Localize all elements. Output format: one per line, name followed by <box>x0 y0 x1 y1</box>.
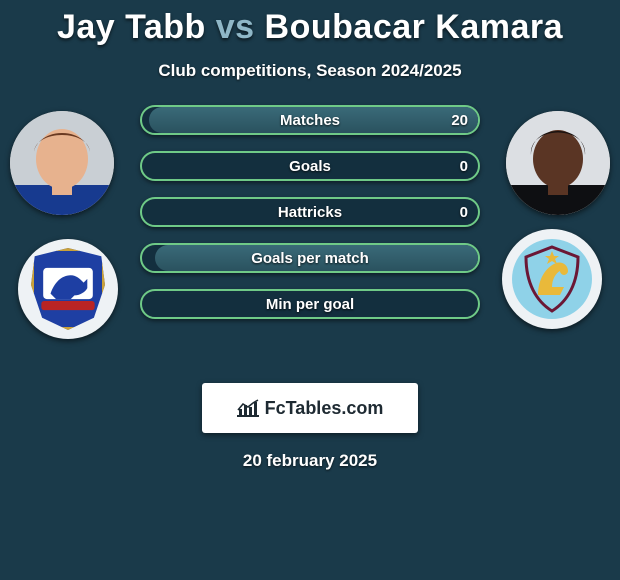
vs-text: vs <box>216 8 255 46</box>
brand-text: FcTables.com <box>265 398 384 419</box>
stat-bar: Matches20 <box>140 105 480 135</box>
stat-bars: Matches20Goals0Hattricks0Goals per match… <box>140 105 480 319</box>
aston-villa-crest-icon <box>512 239 592 319</box>
subtitle: Club competitions, Season 2024/2025 <box>0 61 620 81</box>
stat-bar: Hattricks0 <box>140 197 480 227</box>
player1-portrait <box>10 111 114 215</box>
stat-bar: Min per goal <box>140 289 480 319</box>
ipswich-crest-icon <box>31 248 105 330</box>
stat-label: Min per goal <box>142 291 478 317</box>
chart-icon <box>237 399 259 417</box>
date-text: 20 february 2025 <box>0 451 620 471</box>
player2-name: Boubacar Kamara <box>265 8 564 46</box>
stat-label: Hattricks <box>142 199 478 225</box>
player2-club-badge <box>502 229 602 329</box>
player2-portrait <box>506 111 610 215</box>
page-title: Jay Tabb vs Boubacar Kamara <box>0 0 620 47</box>
stat-bar: Goals per match <box>140 243 480 273</box>
stat-label: Goals <box>142 153 478 179</box>
stat-value-right: 0 <box>460 153 468 179</box>
comparison-stage: Matches20Goals0Hattricks0Goals per match… <box>0 111 620 361</box>
player1-club-badge <box>18 239 118 339</box>
stat-label: Matches <box>142 107 478 133</box>
player2-face-icon <box>506 111 610 215</box>
brand-card: FcTables.com <box>202 383 418 433</box>
stat-value-right: 0 <box>460 199 468 225</box>
stat-bar: Goals0 <box>140 151 480 181</box>
player1-face-icon <box>10 111 114 215</box>
stat-value-right: 20 <box>451 107 468 133</box>
player1-name: Jay Tabb <box>57 8 206 46</box>
stat-label: Goals per match <box>142 245 478 271</box>
